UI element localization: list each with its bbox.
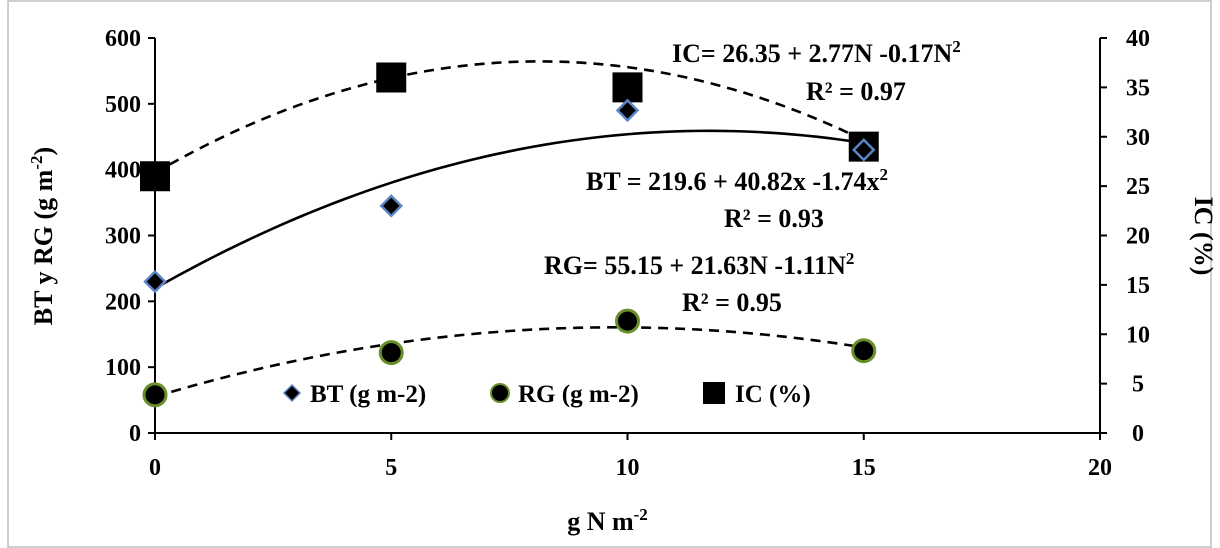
bt-equation-main: BT = 219.6 + 40.82x -1.74x [586, 167, 880, 196]
y-left-tick-label: 0 [129, 421, 141, 447]
y-right-tick-label: 35 [1126, 75, 1150, 101]
x-tick-label: 10 [616, 455, 640, 481]
data-point-square [376, 62, 407, 93]
legend-marker-circle [490, 383, 510, 403]
y-right-tick-label: 40 [1126, 26, 1150, 52]
y-right-tick-label: 15 [1126, 273, 1150, 299]
x-tick-label: 15 [852, 455, 876, 481]
x-tick-label: 5 [385, 455, 397, 481]
data-point-diamond [851, 138, 876, 162]
y-left-axis-title-main: BT y RG (g m [29, 169, 58, 325]
rg-equation-main: RG= 55.15 + 21.63N -1.11N [544, 251, 846, 280]
y-right-axis-title: IC (%) [1189, 197, 1218, 276]
data-point-circle [851, 338, 877, 364]
data-point-circle [615, 308, 640, 334]
legend-marker-square [703, 382, 725, 404]
rg-equation-sup: 2 [846, 249, 855, 268]
rg-equation: RG= 55.15 + 21.63N -1.11N2 [544, 249, 854, 280]
y-left-tick-label: 300 [105, 224, 141, 250]
ic-r2: R² = 0.97 [806, 77, 906, 106]
x-tick-label: 20 [1088, 455, 1112, 481]
legend-label: IC (%) [735, 381, 811, 408]
rg-r2: R² = 0.95 [682, 288, 782, 317]
ic-equation-main: IC= 26.35 + 2.77N -0.17N [672, 39, 952, 68]
data-point-diamond [143, 269, 167, 294]
chart-frame [7, 0, 1212, 548]
y-left-axis-title-sup: -2 [27, 155, 46, 169]
y-right-tick-label: 5 [1132, 372, 1144, 398]
y-left-tick-label: 400 [105, 158, 141, 184]
y-left-tick-label: 600 [105, 26, 141, 52]
ic-equation: IC= 26.35 + 2.77N -0.17N2 [672, 37, 961, 68]
bt-equation: BT = 219.6 + 40.82x -1.74x2 [586, 165, 888, 196]
bt-r2: R² = 0.93 [724, 204, 824, 233]
bt-equation-sup: 2 [880, 165, 889, 184]
legend-marker-diamond [282, 383, 302, 403]
trendline-circle [154, 326, 864, 398]
y-left-tick-label: 100 [105, 355, 141, 381]
data-point-circle [378, 340, 404, 366]
ic-equation-sup: 2 [952, 37, 961, 56]
x-axis-title-main: g N m [567, 507, 634, 536]
data-point-diamond [615, 98, 640, 123]
y-right-tick-label: 30 [1126, 125, 1150, 151]
y-right-tick-label: 0 [1132, 421, 1144, 447]
y-right-tick-label: 10 [1126, 322, 1150, 348]
y-left-axis-title: BT y RG (g m-2) [27, 147, 58, 325]
trendline-diamond [154, 129, 864, 290]
y-left-axis-title-end: ) [29, 147, 58, 156]
x-axis-title: g N m-2 [567, 505, 648, 536]
y-left-tick-label: 500 [105, 92, 141, 118]
data-point-square [140, 161, 170, 192]
trendline-square [154, 60, 865, 174]
x-tick-label: 0 [149, 455, 161, 481]
legend-label: BT (g m-2) [310, 381, 426, 408]
y-right-tick-label: 20 [1126, 224, 1150, 250]
x-axis-title-sup: -2 [634, 505, 648, 524]
data-point-square [612, 72, 643, 103]
legend-label: RG (g m-2) [518, 381, 639, 408]
data-point-diamond [379, 194, 404, 218]
y-left-tick-label: 200 [105, 289, 141, 315]
y-right-tick-label: 25 [1126, 174, 1150, 200]
data-point-circle [142, 382, 168, 408]
